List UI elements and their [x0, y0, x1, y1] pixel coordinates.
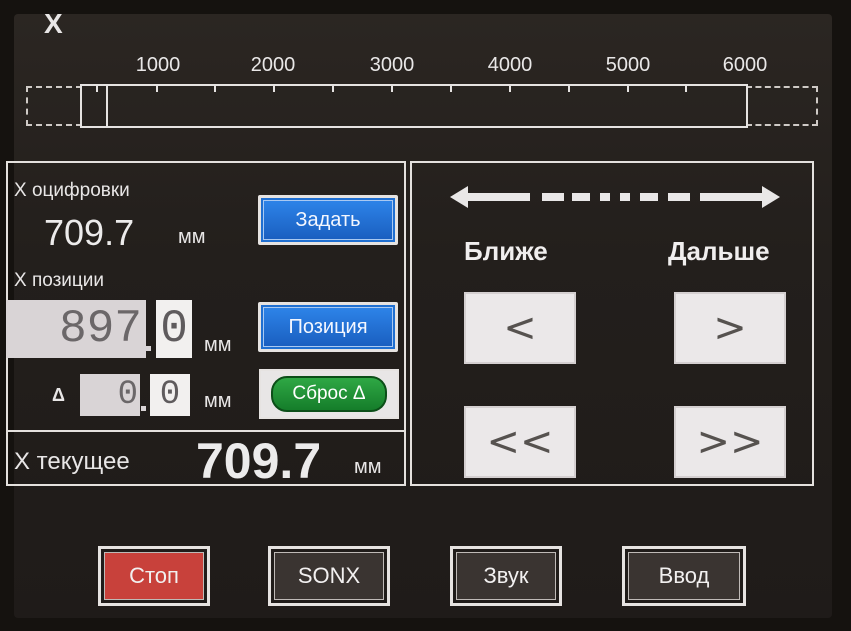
reset-delta-label: Сброс Δ [271, 376, 387, 412]
ruler-tick-label: 2000 [250, 54, 296, 76]
digitize-value: 709.7 [44, 212, 135, 253]
delta-icon: Δ [52, 385, 65, 405]
ruler-limit-left [26, 86, 82, 126]
position-label: X позиции [14, 270, 105, 291]
axis-label: X [44, 8, 63, 39]
sonx-button-label: SONX [274, 552, 384, 600]
panel-divider [6, 430, 406, 432]
set-button-label: Задать [263, 200, 393, 240]
step-closer-button[interactable]: < [464, 292, 576, 364]
decimal-point [141, 406, 146, 411]
step-farther-button[interactable]: > [674, 292, 786, 364]
ruler-limit-right [746, 86, 818, 126]
position-int-input[interactable]: 897 [6, 300, 146, 358]
position-button-label: Позиция [263, 307, 393, 347]
ruler-tick-label: 4000 [487, 54, 533, 76]
farther-label: Дальше [668, 236, 770, 266]
reset-delta-button[interactable]: Сброс Δ [259, 369, 399, 419]
ruler-position-marker [106, 84, 108, 128]
closer-label: Ближе [464, 236, 548, 266]
position-unit: мм [204, 334, 232, 356]
set-button[interactable]: Задать [258, 195, 398, 245]
position-dec-input[interactable]: 0 [156, 300, 192, 358]
ruler-ticks [80, 84, 748, 92]
bidirectional-arrow-icon [450, 186, 780, 208]
stop-button-label: Стоп [104, 552, 204, 600]
position-ruler [80, 84, 748, 128]
sound-button-label: Звук [456, 552, 556, 600]
delta-int-input[interactable]: 0 [80, 374, 140, 416]
decimal-point [146, 346, 151, 351]
current-label: X текущее [14, 448, 130, 475]
fast-farther-button[interactable]: >> [674, 406, 786, 478]
current-unit: мм [354, 456, 382, 478]
digitize-unit: мм [178, 226, 206, 248]
ruler-tick-label: 1000 [135, 54, 181, 76]
stop-button[interactable]: Стоп [98, 546, 210, 606]
enter-button-label: Ввод [628, 552, 740, 600]
delta-dec-input[interactable]: 0 [150, 374, 190, 416]
enter-button[interactable]: Ввод [622, 546, 746, 606]
sound-button[interactable]: Звук [450, 546, 562, 606]
ruler-tick-label: 3000 [369, 54, 415, 76]
sonx-button[interactable]: SONX [268, 546, 390, 606]
digitize-label: X оцифровки [14, 180, 130, 201]
position-button[interactable]: Позиция [258, 302, 398, 352]
ruler-tick-label: 6000 [722, 54, 768, 76]
delta-unit: мм [204, 390, 232, 412]
navigation-panel [410, 161, 814, 486]
current-value: 709.7 [196, 433, 322, 489]
ruler-tick-label: 5000 [605, 54, 651, 76]
fast-closer-button[interactable]: << [464, 406, 576, 478]
